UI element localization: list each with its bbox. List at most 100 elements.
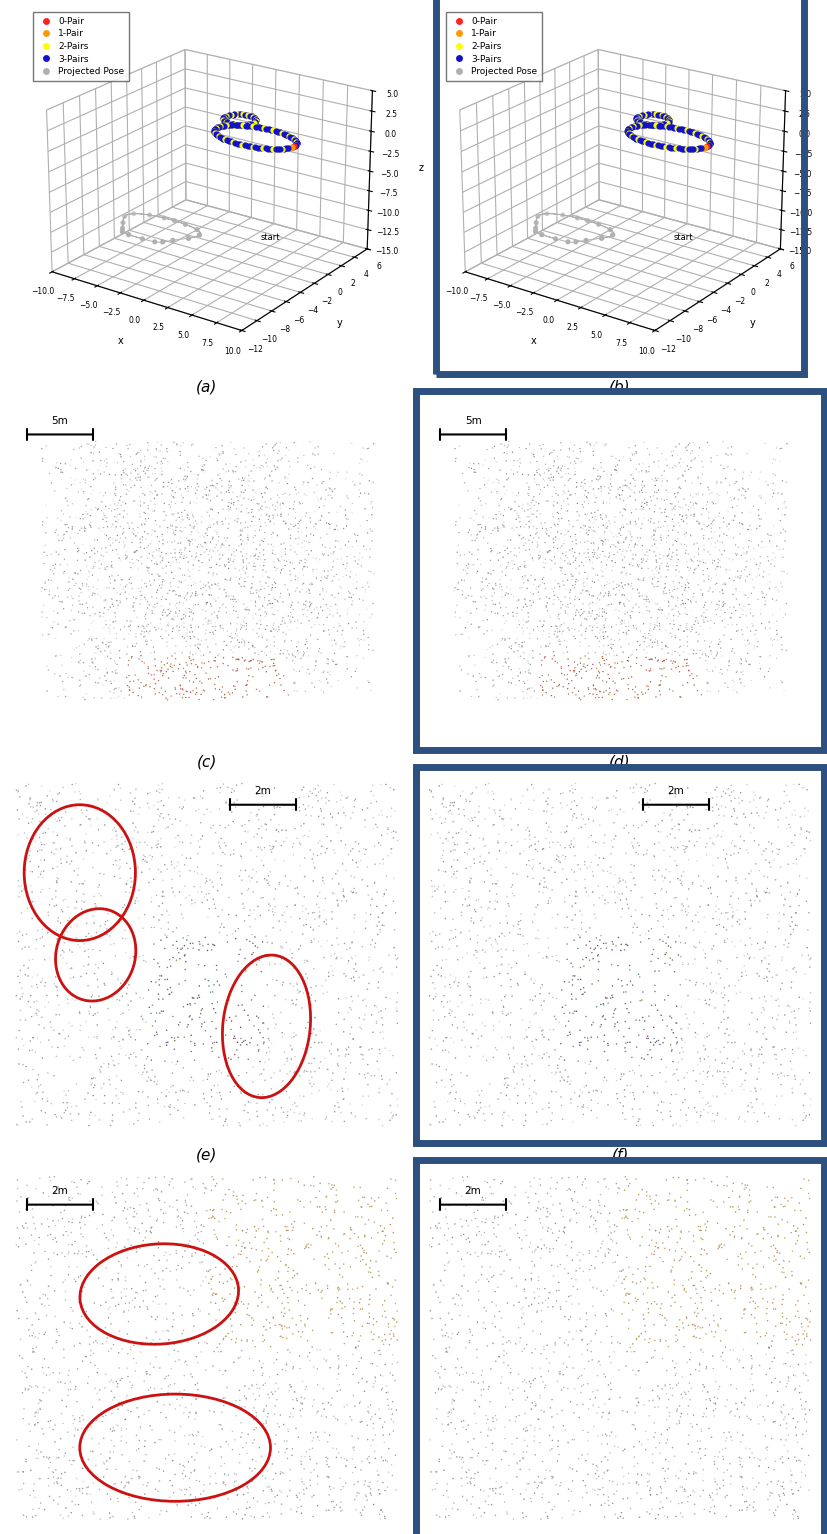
- Point: [384, 1039, 397, 1063]
- Point: [81, 1172, 94, 1197]
- Point: [588, 500, 601, 525]
- Point: [323, 1226, 336, 1250]
- Point: [678, 1276, 691, 1301]
- Point: [613, 486, 626, 511]
- Point: [772, 1066, 785, 1091]
- Point: [661, 514, 674, 538]
- Point: [109, 824, 122, 848]
- Point: [361, 1192, 375, 1216]
- Point: [151, 1178, 164, 1203]
- Point: [264, 634, 277, 658]
- Point: [653, 672, 667, 696]
- Point: [11, 1177, 24, 1201]
- Point: [561, 667, 574, 692]
- Point: [287, 1355, 300, 1379]
- Point: [680, 1305, 693, 1330]
- Point: [666, 506, 679, 531]
- Point: [161, 597, 174, 621]
- Point: [204, 474, 218, 499]
- Point: [728, 486, 741, 511]
- Point: [557, 618, 570, 643]
- Point: [276, 1203, 289, 1227]
- Point: [608, 683, 621, 707]
- Point: [670, 1361, 683, 1385]
- Point: [581, 834, 595, 859]
- Point: [729, 834, 742, 859]
- Point: [204, 592, 218, 617]
- Point: [628, 1434, 641, 1459]
- Point: [93, 1108, 106, 1132]
- Point: [141, 781, 155, 805]
- Point: [710, 784, 724, 808]
- Point: [136, 916, 150, 940]
- Point: [633, 552, 646, 577]
- Point: [340, 506, 353, 531]
- Point: [22, 1411, 36, 1436]
- Point: [614, 868, 627, 893]
- Point: [428, 1345, 442, 1370]
- Point: [246, 581, 260, 606]
- Point: [428, 874, 442, 899]
- Point: [487, 1332, 500, 1356]
- Point: [721, 597, 734, 621]
- Point: [176, 1209, 189, 1233]
- Point: [739, 634, 753, 658]
- Point: [128, 1295, 141, 1319]
- Point: [208, 933, 221, 957]
- Point: [557, 1413, 570, 1437]
- Point: [523, 626, 537, 650]
- Point: [270, 523, 284, 548]
- Point: [668, 1189, 681, 1213]
- Point: [247, 1014, 261, 1039]
- Point: [240, 554, 253, 578]
- Point: [490, 1470, 503, 1494]
- Point: [476, 825, 490, 850]
- Point: [441, 1339, 454, 1364]
- Point: [668, 1290, 681, 1315]
- Point: [265, 1239, 279, 1264]
- Point: [69, 1374, 83, 1399]
- Point: [541, 1181, 554, 1206]
- Point: [324, 1393, 337, 1417]
- Point: [652, 811, 665, 836]
- Point: [175, 614, 189, 638]
- Point: [387, 1322, 400, 1347]
- Point: [361, 874, 375, 899]
- Point: [633, 526, 647, 551]
- Point: [150, 445, 163, 469]
- Point: [379, 893, 392, 917]
- Point: [529, 1391, 543, 1416]
- Point: [655, 637, 668, 661]
- Point: [511, 1376, 524, 1401]
- Point: [490, 1224, 503, 1249]
- Point: [244, 838, 257, 862]
- Point: [235, 468, 248, 492]
- Point: [332, 871, 345, 896]
- Point: [214, 853, 227, 877]
- Point: [277, 848, 290, 873]
- Point: [509, 1175, 522, 1200]
- Point: [628, 1454, 641, 1479]
- Point: [729, 1200, 742, 1224]
- Point: [312, 640, 325, 664]
- Point: [30, 1002, 43, 1026]
- Point: [172, 618, 185, 643]
- Point: [29, 1301, 42, 1325]
- Point: [729, 503, 742, 528]
- Point: [298, 1387, 311, 1411]
- Point: [83, 560, 96, 584]
- Point: [649, 627, 662, 652]
- Point: [600, 986, 614, 1011]
- Point: [301, 635, 314, 660]
- Point: [29, 1411, 42, 1436]
- Point: [528, 1035, 541, 1060]
- Point: [433, 1447, 446, 1471]
- Point: [24, 785, 37, 810]
- Point: [453, 506, 466, 531]
- Point: [471, 1034, 485, 1058]
- Point: [151, 1479, 165, 1503]
- Point: [149, 653, 162, 678]
- Point: [120, 641, 133, 666]
- Point: [213, 813, 227, 838]
- Point: [242, 598, 256, 623]
